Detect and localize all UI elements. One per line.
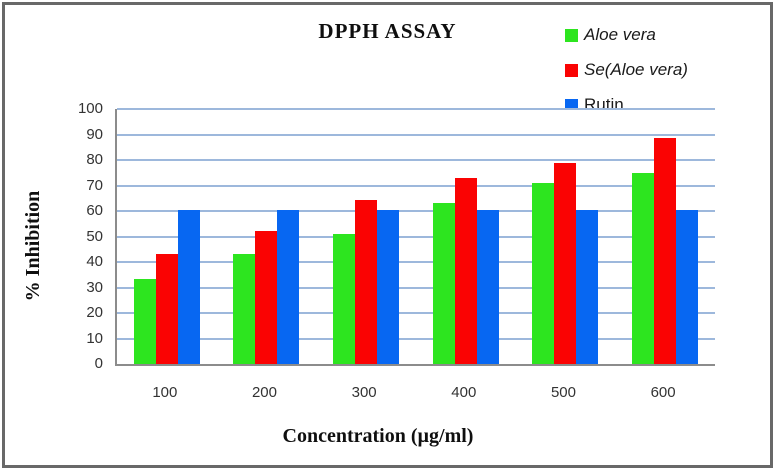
bar-rutin <box>377 209 400 364</box>
bar-group <box>217 109 317 364</box>
bar-se-aloe-vera <box>155 254 178 364</box>
bar-rutin <box>476 209 499 364</box>
bar-group <box>615 109 715 364</box>
gridline <box>117 133 715 136</box>
y-tick-label: 10 <box>86 329 103 347</box>
y-tick-label: 60 <box>86 202 103 219</box>
y-tick-label: 30 <box>86 278 103 296</box>
gridline <box>117 261 715 263</box>
bar-aloe-vera <box>632 172 655 364</box>
chart-title: DPPH ASSAY <box>318 19 457 43</box>
y-axis-labels: 0 10 20 30 40 50 60 70 80 90 100 <box>25 100 103 372</box>
bar-group <box>117 109 217 364</box>
bar-se-aloe-vera <box>554 162 577 364</box>
bar-aloe-vera <box>233 254 256 364</box>
x-tick-label: 200 <box>251 384 277 401</box>
bar-aloe-vera <box>133 278 156 364</box>
legend-item: Aloe vera <box>565 25 688 45</box>
gridline <box>117 108 715 110</box>
bar-rutin <box>277 209 300 364</box>
gridline <box>117 337 715 340</box>
x-tick-label: 500 <box>550 384 576 401</box>
y-tick-label: 100 <box>77 100 103 117</box>
legend-item: Se(Aloe vera) <box>565 60 688 80</box>
x-tick-label: 100 <box>152 384 178 401</box>
x-tick-label: 400 <box>451 384 477 401</box>
x-axis-title: Concentration (µg/ml) <box>282 425 474 447</box>
gridline <box>117 312 715 314</box>
y-tick-label: 0 <box>94 355 103 372</box>
bar-se-aloe-vera <box>454 177 477 364</box>
y-tick-label: 50 <box>86 227 103 245</box>
gridline <box>117 286 715 289</box>
gridline <box>117 210 715 212</box>
y-tick-label: 90 <box>86 125 103 143</box>
legend-swatch <box>565 63 578 77</box>
legend-label: Se(Aloe vera) <box>584 60 688 79</box>
y-tick-label: 70 <box>86 176 103 194</box>
y-tick-label: 20 <box>86 304 103 321</box>
bar-se-aloe-vera <box>355 199 378 364</box>
bar-group <box>516 109 616 364</box>
bar-rutin <box>177 209 200 364</box>
legend-label: Aloe vera <box>584 25 656 44</box>
x-tick-label: 600 <box>650 384 676 401</box>
gridline <box>117 184 715 187</box>
y-tick-label: 80 <box>86 151 103 168</box>
bar-group <box>316 109 416 364</box>
gridline <box>117 235 715 238</box>
bar-aloe-vera <box>333 233 356 364</box>
x-tick-label: 300 <box>351 384 377 401</box>
gridline <box>117 159 715 161</box>
bar-aloe-vera <box>532 182 555 364</box>
legend-swatch <box>565 28 578 42</box>
x-axis-labels: 100 200 300 400 500 600 <box>115 384 713 401</box>
bar-rutin <box>576 209 599 364</box>
bar-aloe-vera <box>432 203 455 364</box>
y-tick-label: 40 <box>86 253 103 270</box>
bar-se-aloe-vera <box>255 231 278 364</box>
bar-se-aloe-vera <box>654 138 677 364</box>
bar-rutin <box>676 209 699 364</box>
bar-group <box>416 109 516 364</box>
plot-area <box>115 108 715 366</box>
